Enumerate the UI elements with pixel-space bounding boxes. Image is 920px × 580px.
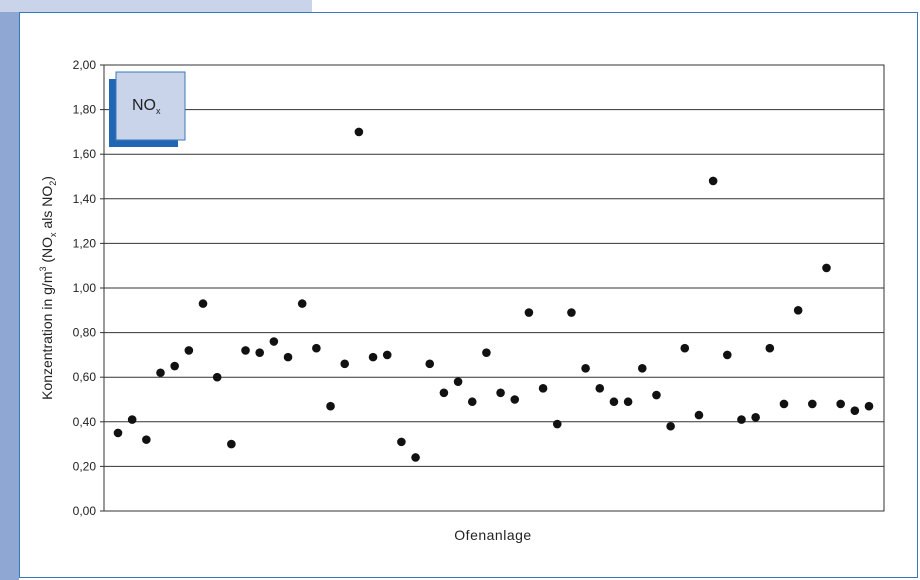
y-tick-label: 1,80 bbox=[73, 103, 97, 117]
y-tick-label: 0,60 bbox=[73, 370, 97, 384]
data-point bbox=[212, 372, 222, 382]
left-accent-bar bbox=[0, 12, 19, 580]
legend-box bbox=[115, 71, 186, 141]
data-point bbox=[113, 428, 123, 438]
y-tick-label: 2,00 bbox=[73, 58, 97, 72]
y-tick-label: 1,60 bbox=[73, 147, 97, 161]
data-point bbox=[652, 390, 661, 400]
data-point bbox=[595, 384, 605, 393]
data-point bbox=[864, 401, 874, 411]
data-point bbox=[765, 343, 775, 353]
y-tick-label: 1,20 bbox=[73, 236, 97, 250]
data-point bbox=[411, 453, 420, 462]
data-point bbox=[708, 176, 718, 186]
plot-area bbox=[103, 64, 885, 512]
data-point bbox=[170, 361, 179, 371]
data-point bbox=[666, 421, 675, 431]
data-point bbox=[723, 350, 732, 360]
data-point bbox=[538, 384, 548, 393]
data-point bbox=[637, 363, 647, 373]
y-tick-label: 1,40 bbox=[73, 192, 97, 206]
data-point bbox=[241, 346, 250, 355]
x-axis-label: Ofenanlage bbox=[454, 527, 531, 543]
data-point bbox=[467, 397, 477, 407]
data-point bbox=[680, 343, 690, 353]
data-point bbox=[142, 435, 151, 444]
data-point bbox=[510, 395, 520, 404]
y-tick-label: 0,00 bbox=[73, 504, 97, 518]
top-accent-bar bbox=[0, 0, 312, 12]
data-points bbox=[113, 127, 874, 462]
data-point bbox=[227, 439, 236, 449]
data-point bbox=[609, 397, 619, 407]
y-tick-label: 0,40 bbox=[73, 415, 97, 429]
data-point bbox=[751, 413, 760, 422]
legend: NOx bbox=[109, 71, 186, 147]
data-point bbox=[552, 419, 562, 429]
y-axis-label: Konzentration in g/m3 (NOx als NO2) bbox=[38, 176, 58, 400]
gridlines bbox=[100, 64, 884, 512]
data-point bbox=[326, 401, 335, 411]
y-tick-label: 1,00 bbox=[73, 281, 97, 295]
data-point bbox=[184, 346, 194, 355]
data-point bbox=[340, 359, 350, 369]
data-point bbox=[737, 415, 746, 424]
data-point bbox=[198, 299, 208, 308]
data-point bbox=[439, 388, 449, 398]
data-point bbox=[397, 437, 406, 447]
data-point bbox=[269, 337, 279, 346]
data-point bbox=[354, 127, 364, 137]
data-point bbox=[793, 306, 803, 315]
data-point bbox=[496, 388, 505, 398]
data-point bbox=[255, 348, 264, 357]
data-point bbox=[822, 263, 831, 273]
data-point bbox=[567, 308, 576, 317]
legend-label: NOx bbox=[132, 97, 161, 116]
data-point bbox=[297, 299, 307, 308]
data-point bbox=[312, 343, 321, 353]
data-point bbox=[156, 368, 165, 378]
data-point bbox=[694, 410, 704, 420]
data-point bbox=[283, 352, 293, 362]
data-point bbox=[127, 415, 137, 424]
y-tick-label: 0,80 bbox=[73, 326, 97, 340]
data-point bbox=[581, 363, 590, 373]
data-point bbox=[524, 308, 534, 317]
data-point bbox=[836, 399, 845, 409]
data-point bbox=[453, 377, 463, 386]
data-point bbox=[482, 348, 491, 357]
y-tick-labels: 0,00 0,20 0,40 0,60 0,80 1,00 1,20 1,40 1,60 1,80… bbox=[73, 58, 97, 518]
data-point bbox=[623, 397, 633, 407]
data-point bbox=[850, 406, 860, 415]
data-point bbox=[779, 399, 789, 409]
data-point bbox=[368, 352, 378, 362]
data-point bbox=[425, 359, 435, 369]
data-point bbox=[382, 350, 392, 360]
y-tick-label: 0,20 bbox=[73, 459, 97, 473]
data-point bbox=[808, 399, 817, 409]
